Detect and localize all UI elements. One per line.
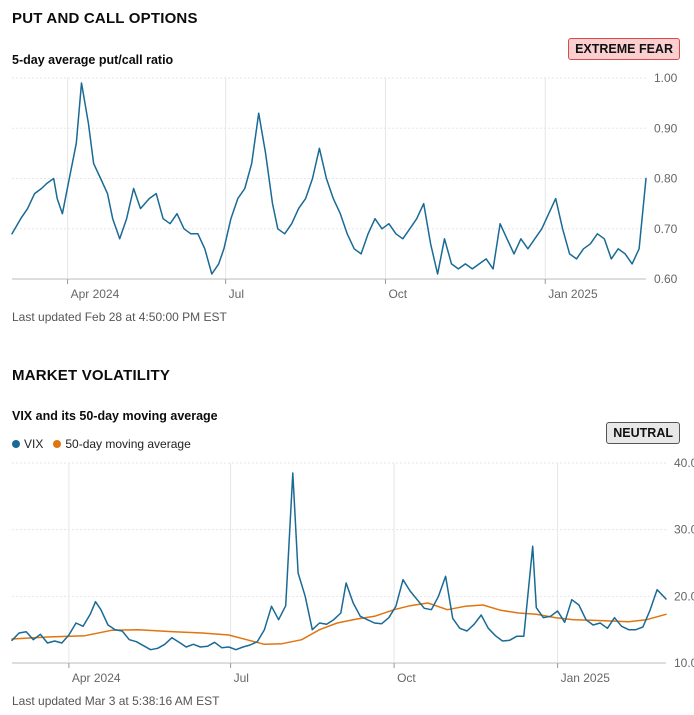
legend-swatch-vix <box>12 440 20 448</box>
chart-legend: VIX 50-day moving average <box>12 437 191 451</box>
put-call-x-tick-label: Jan 2025 <box>548 287 598 301</box>
put-call-series-line-ratio <box>11 82 647 275</box>
vix-y-tick-label: 40.00 <box>674 456 694 470</box>
put-call-y-tick-label: 0.90 <box>654 121 678 135</box>
vix-y-tick-label: 20.00 <box>674 589 694 603</box>
put-call-y-tick-label: 0.60 <box>654 272 678 286</box>
put-call-chart: 1.00 0.90 0.80 0.70 0.60 Apr 2024 Jul Oct Jan 20… <box>11 71 678 301</box>
section-title-market-volatility: MARKET VOLATILITY <box>12 367 171 384</box>
vix-x-tick-label: Jul <box>234 671 249 685</box>
vix-series-line-vix <box>11 472 667 651</box>
put-call-y-tick-label: 1.00 <box>654 71 678 85</box>
put-call-y-tick-label: 0.80 <box>654 172 678 186</box>
put-call-x-tick-label: Oct <box>388 287 407 301</box>
legend-label-ma: 50-day moving average <box>65 437 191 451</box>
status-badge-extreme-fear: EXTREME FEAR <box>568 38 680 60</box>
legend-item-ma: 50-day moving average <box>53 437 191 451</box>
section-title-put-call: PUT AND CALL OPTIONS <box>12 10 198 27</box>
put-call-x-tick-label: Jul <box>229 287 244 301</box>
legend-swatch-ma <box>53 440 62 448</box>
vix-chart: 40.00 30.00 20.00 10.00 Apr 2024 Jul Oct Jan 20… <box>11 456 694 685</box>
put-call-x-tick-label: Apr 2024 <box>71 287 120 301</box>
legend-item-vix: VIX <box>12 437 43 451</box>
legend-label-vix: VIX <box>24 437 44 451</box>
vix-y-tick-label: 30.00 <box>674 523 694 537</box>
last-updated-vix: Last updated Mar 3 at 5:38:16 AM EST <box>12 694 220 708</box>
put-call-y-tick-label: 0.70 <box>654 222 678 236</box>
last-updated-put-call: Last updated Feb 28 at 4:50:00 PM EST <box>12 310 227 324</box>
chart-subtitle-vix: VIX and its 50-day moving average <box>12 409 218 423</box>
vix-x-tick-label: Oct <box>397 671 416 685</box>
status-badge-neutral: NEUTRAL <box>606 422 680 444</box>
vix-x-tick-label: Jan 2025 <box>561 671 611 685</box>
vix-series-line-50-day-moving-average <box>11 602 667 646</box>
vix-y-tick-label: 10.00 <box>674 656 694 670</box>
chart-subtitle-put-call: 5-day average put/call ratio <box>12 53 174 67</box>
vix-x-tick-label: Apr 2024 <box>72 671 121 685</box>
